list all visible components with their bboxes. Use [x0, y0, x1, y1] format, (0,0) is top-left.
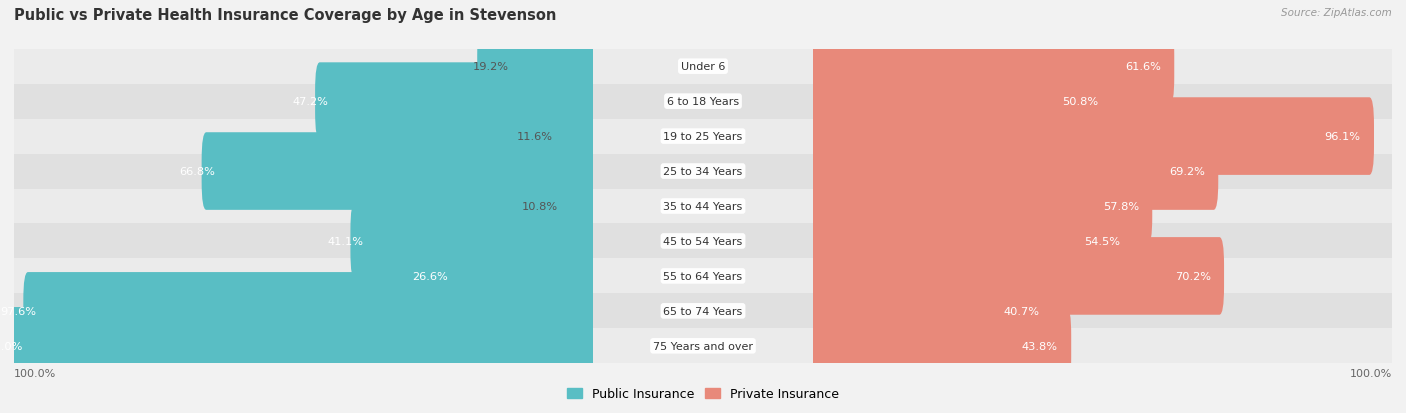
Bar	[813, 50, 1392, 84]
Text: 61.6%: 61.6%	[1125, 62, 1161, 72]
Text: 47.2%: 47.2%	[292, 97, 329, 107]
Text: 6 to 18 Years: 6 to 18 Years	[666, 97, 740, 107]
Bar	[593, 189, 813, 224]
FancyBboxPatch shape	[808, 237, 1225, 315]
Text: 100.0%: 100.0%	[1350, 368, 1392, 377]
FancyBboxPatch shape	[808, 168, 1153, 245]
Text: 45 to 54 Years: 45 to 54 Years	[664, 236, 742, 247]
Bar	[593, 119, 813, 154]
Text: 26.6%: 26.6%	[412, 271, 447, 281]
FancyBboxPatch shape	[808, 28, 1174, 106]
Text: 43.8%: 43.8%	[1022, 341, 1057, 351]
Text: 70.2%: 70.2%	[1175, 271, 1211, 281]
Bar	[813, 84, 1392, 119]
Bar	[593, 329, 813, 363]
Bar	[593, 50, 813, 84]
Bar	[813, 329, 1392, 363]
Text: 50.8%: 50.8%	[1063, 97, 1098, 107]
Bar	[593, 224, 813, 259]
Bar	[813, 224, 1392, 259]
Text: 65 to 74 Years: 65 to 74 Years	[664, 306, 742, 316]
Bar	[14, 50, 593, 84]
Text: 66.8%: 66.8%	[179, 166, 215, 177]
Bar	[14, 189, 593, 224]
Bar	[14, 329, 593, 363]
Text: 55 to 64 Years: 55 to 64 Years	[664, 271, 742, 281]
Text: 96.1%: 96.1%	[1324, 132, 1361, 142]
FancyBboxPatch shape	[808, 133, 1218, 210]
FancyBboxPatch shape	[24, 273, 598, 350]
FancyBboxPatch shape	[350, 203, 598, 280]
FancyBboxPatch shape	[315, 63, 598, 140]
FancyBboxPatch shape	[201, 133, 598, 210]
Bar	[14, 119, 593, 154]
Bar	[593, 154, 813, 189]
Bar	[14, 259, 593, 294]
FancyBboxPatch shape	[808, 273, 1053, 350]
Text: Source: ZipAtlas.com: Source: ZipAtlas.com	[1281, 8, 1392, 18]
FancyBboxPatch shape	[808, 203, 1133, 280]
Bar	[14, 294, 593, 329]
Bar	[14, 154, 593, 189]
Legend: Public Insurance, Private Insurance: Public Insurance, Private Insurance	[562, 382, 844, 405]
Text: 54.5%: 54.5%	[1084, 236, 1119, 247]
Text: 10.8%: 10.8%	[522, 202, 558, 211]
Text: 40.7%: 40.7%	[1004, 306, 1040, 316]
FancyBboxPatch shape	[10, 307, 598, 385]
Text: Public vs Private Health Insurance Coverage by Age in Stevenson: Public vs Private Health Insurance Cover…	[14, 8, 557, 23]
FancyBboxPatch shape	[808, 307, 1071, 385]
Text: 100.0%: 100.0%	[0, 341, 22, 351]
Text: 19 to 25 Years: 19 to 25 Years	[664, 132, 742, 142]
FancyBboxPatch shape	[526, 168, 598, 245]
Bar	[14, 224, 593, 259]
Bar	[813, 119, 1392, 154]
Text: 97.6%: 97.6%	[0, 306, 37, 316]
Bar	[593, 84, 813, 119]
FancyBboxPatch shape	[434, 237, 598, 315]
Text: 35 to 44 Years: 35 to 44 Years	[664, 202, 742, 211]
Bar	[813, 189, 1392, 224]
Bar	[813, 259, 1392, 294]
Text: 57.8%: 57.8%	[1102, 202, 1139, 211]
Bar	[593, 259, 813, 294]
Bar	[813, 294, 1392, 329]
Text: 41.1%: 41.1%	[328, 236, 364, 247]
Bar	[14, 84, 593, 119]
Bar	[593, 294, 813, 329]
Text: Under 6: Under 6	[681, 62, 725, 72]
Bar	[813, 154, 1392, 189]
Text: 75 Years and over: 75 Years and over	[652, 341, 754, 351]
Text: 25 to 34 Years: 25 to 34 Years	[664, 166, 742, 177]
Text: 11.6%: 11.6%	[517, 132, 553, 142]
FancyBboxPatch shape	[808, 98, 1374, 176]
FancyBboxPatch shape	[808, 63, 1112, 140]
Text: 69.2%: 69.2%	[1168, 166, 1205, 177]
Text: 100.0%: 100.0%	[14, 368, 56, 377]
Text: 19.2%: 19.2%	[474, 62, 509, 72]
FancyBboxPatch shape	[522, 98, 598, 176]
FancyBboxPatch shape	[477, 28, 598, 106]
